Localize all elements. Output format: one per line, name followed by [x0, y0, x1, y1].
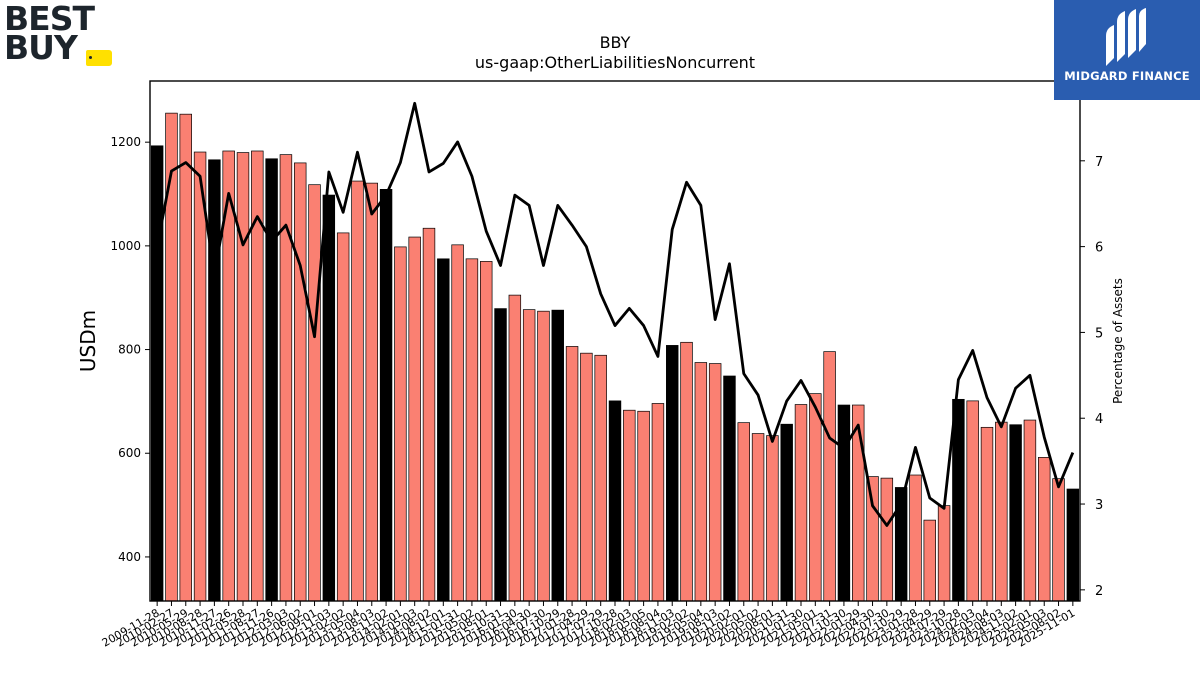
logo-word-buy: BUY: [4, 28, 78, 67]
price-tag-icon: [86, 50, 112, 66]
axes-layer: 400600800100012002345672009-11-282010-02…: [100, 80, 1103, 650]
bar: [637, 410, 650, 602]
bar: [909, 474, 922, 602]
bar: [179, 113, 192, 602]
bar: [708, 363, 722, 602]
bar: [365, 182, 378, 602]
chart-title: BBY: [600, 33, 631, 52]
bar: [1009, 424, 1022, 602]
bar: [651, 403, 665, 602]
bar: [723, 375, 736, 602]
y2-tick-label: 4: [1095, 412, 1103, 427]
bar: [265, 158, 278, 602]
bar: [995, 421, 1008, 602]
bar: [565, 346, 579, 602]
bar: [508, 294, 522, 602]
bar: [150, 145, 164, 602]
bar: [594, 354, 607, 602]
bar: [1023, 419, 1037, 602]
bar: [279, 154, 293, 602]
bar: [294, 162, 307, 602]
bar: [766, 435, 779, 602]
bar: [966, 400, 979, 602]
bar: [608, 400, 622, 602]
bar: [852, 404, 865, 602]
bar: [551, 309, 564, 602]
bar: [351, 180, 364, 602]
bar: [666, 345, 679, 602]
y-tick-label: 1200: [110, 135, 141, 149]
midgard-finance-name: MIDGARD FINANCE: [1064, 69, 1190, 83]
bar: [322, 194, 336, 602]
bar: [737, 422, 750, 602]
best-buy-logo: BEST BUY: [4, 0, 114, 68]
bar: [408, 236, 421, 602]
bar: [522, 309, 536, 602]
y-tick-label: 600: [118, 446, 141, 460]
bar: [336, 232, 350, 602]
bar: [480, 261, 493, 602]
midgard-finance-logo: MIDGARD FINANCE: [1054, 0, 1200, 100]
y2-axis-label: Percentage of Assets: [1111, 278, 1125, 404]
midgard-emblem-icon: [1106, 8, 1146, 66]
y-tick-label: 1000: [110, 239, 141, 253]
bar: [494, 308, 507, 602]
bar: [880, 477, 894, 602]
y-tick-label: 800: [118, 343, 141, 357]
y-tick-label: 400: [118, 550, 141, 564]
percent-line-layer: [155, 101, 1075, 527]
bar: [1066, 488, 1080, 602]
bar: [780, 423, 793, 602]
bar: [379, 189, 393, 602]
y2-tick-label: 7: [1095, 155, 1103, 170]
bar: [809, 393, 822, 602]
bar: [623, 409, 636, 602]
y2-tick-label: 2: [1095, 584, 1103, 599]
y2-tick-label: 5: [1095, 326, 1103, 341]
bar: [923, 519, 936, 602]
bar: [465, 258, 479, 602]
bars-layer: [150, 112, 1080, 602]
y2-tick-label: 3: [1095, 498, 1103, 513]
bar: [952, 398, 965, 602]
bar: [236, 152, 250, 602]
bar: [937, 505, 951, 602]
bar: [837, 404, 851, 602]
bar: [451, 244, 464, 602]
bar: [980, 426, 994, 602]
bar: [308, 184, 321, 602]
bar: [537, 310, 550, 602]
bar: [866, 476, 879, 602]
bar: [394, 246, 407, 602]
bar: [794, 404, 808, 602]
logo-word-best: BEST: [4, 0, 95, 38]
chart-subtitle: us-gaap:OtherLiabilitiesNoncurrent: [475, 53, 755, 72]
bar: [1038, 457, 1051, 602]
bar: [694, 362, 708, 602]
bar: [437, 258, 450, 602]
bar: [422, 227, 436, 602]
percent-of-assets-line: [155, 101, 1075, 527]
bar: [751, 433, 765, 602]
bar: [580, 352, 593, 602]
bar: [823, 351, 836, 602]
y2-tick-label: 6: [1095, 241, 1103, 256]
bar: [1052, 478, 1065, 602]
bar: [680, 341, 693, 602]
bar: [208, 159, 221, 602]
bar: [193, 151, 207, 602]
y-axis-label: USDm: [76, 310, 100, 372]
